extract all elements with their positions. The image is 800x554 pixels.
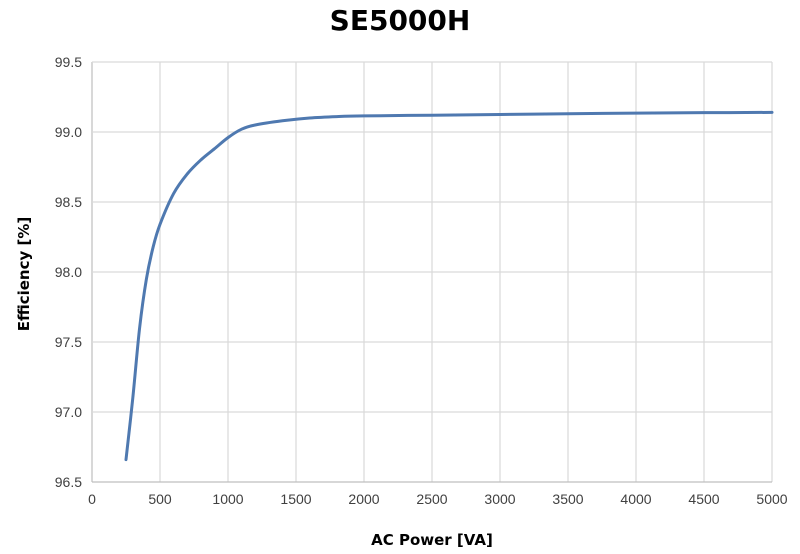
y-tick-label: 97.5: [55, 334, 82, 350]
x-tick-label: 5000: [756, 491, 787, 507]
x-axis-label: AC Power [VA]: [371, 531, 493, 549]
series-layer: [124, 110, 774, 462]
y-tick-label: 98.0: [55, 264, 82, 280]
x-tick-label: 500: [148, 491, 172, 507]
x-tick-label: 4000: [620, 491, 651, 507]
grid: [91, 61, 773, 483]
y-tick-label: 99.0: [55, 124, 82, 140]
x-tick-label: 3500: [552, 491, 583, 507]
y-tick-label: 96.5: [55, 474, 82, 490]
efficiency-series-line: [124, 110, 774, 462]
x-tick-label: 2000: [348, 491, 379, 507]
x-tick-label: 1500: [280, 491, 311, 507]
y-tick-label: 97.0: [55, 404, 82, 420]
tick-labels: 0 500 1000 1500 2000 2500 3000 3500 4000 4500 5000…: [55, 54, 788, 507]
x-tick-label: 3000: [484, 491, 515, 507]
y-tick-label: 98.5: [55, 194, 82, 210]
y-axis-label: Efficiency [%]: [15, 217, 33, 332]
x-tick-label: 0: [88, 491, 96, 507]
x-tick-label: 2500: [416, 491, 447, 507]
x-tick-label: 1000: [212, 491, 243, 507]
x-tick-label: 4500: [688, 491, 719, 507]
y-tick-label: 99.5: [55, 54, 82, 70]
chart-title: SE5000H: [330, 4, 471, 37]
